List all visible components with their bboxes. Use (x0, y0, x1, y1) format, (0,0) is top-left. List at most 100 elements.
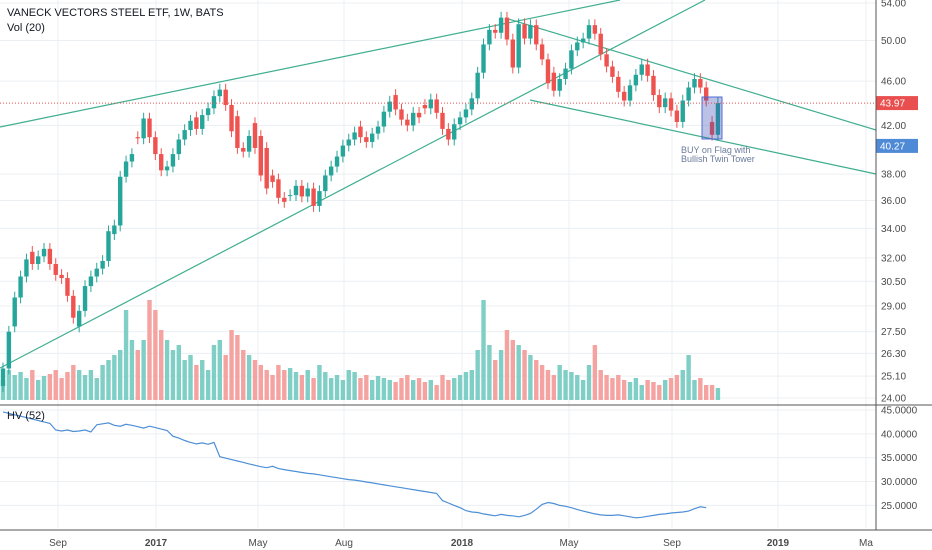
last-price-tag: 43.97 (876, 96, 918, 111)
volume-bar (686, 355, 691, 400)
candle-body (545, 59, 551, 84)
candle-body (65, 278, 70, 296)
price-tick-label: 30.50 (881, 277, 906, 288)
candle-body (317, 191, 322, 206)
candle-body (35, 256, 41, 264)
candle-body (0, 368, 6, 386)
volume-bar (662, 380, 668, 400)
volume-bar (229, 330, 234, 400)
volume-bar (604, 375, 609, 400)
candle-body (352, 132, 357, 140)
hv-tick-label: 30.0000 (881, 477, 918, 488)
price-tick-label: 36.00 (881, 196, 906, 207)
volume-bar (405, 375, 410, 400)
candle-body (457, 117, 463, 125)
volume-bar (504, 330, 510, 400)
volume-bar (651, 382, 656, 400)
volume-bar (516, 345, 521, 400)
volume-bar (522, 350, 527, 400)
candle-body (334, 156, 340, 167)
candle-body (668, 98, 674, 111)
candle-body (516, 24, 521, 68)
volume-bar (123, 310, 129, 400)
candle-body (369, 133, 375, 142)
volume-bar (657, 385, 662, 400)
candle-body (88, 276, 94, 287)
volume-bar (88, 370, 94, 400)
price-tick-label: 34.00 (881, 224, 906, 235)
price-tick-label: 42.00 (881, 121, 906, 132)
candle-body (387, 101, 392, 112)
volume-bar (6, 370, 12, 400)
price-tick-label: 24.00 (881, 394, 906, 405)
candle-body (170, 154, 176, 167)
trend-line (0, 0, 621, 128)
candle-body (411, 112, 416, 126)
time-tick-label: Ma (859, 538, 873, 549)
volume-bar (498, 350, 504, 400)
candle-body (416, 112, 422, 118)
candle-body (563, 68, 568, 79)
volume-bar (252, 360, 258, 400)
volume-bar (364, 375, 369, 400)
volume-bar (545, 370, 551, 400)
price-tick-label: 32.00 (881, 253, 906, 264)
hv-tick-label: 45.0000 (881, 406, 918, 417)
volume-bar (440, 375, 445, 400)
candle-body (24, 259, 29, 277)
volume-bar (24, 378, 29, 400)
volume-bar (340, 380, 346, 400)
volume-bar (270, 375, 275, 400)
candle-body (592, 25, 598, 34)
trend-lines (0, 0, 877, 369)
trend-line (529, 99, 877, 175)
price-tag-label: 43.97 (880, 99, 905, 110)
candle-body (188, 120, 193, 131)
volume-bar (112, 355, 117, 400)
candle-body (346, 139, 351, 146)
volume-bar (18, 372, 23, 400)
volume-bar (205, 370, 211, 400)
volume-bar (539, 365, 545, 400)
candle-body (135, 137, 140, 139)
candle-body (129, 154, 135, 162)
candle-body (235, 116, 240, 148)
candle-body (323, 175, 328, 192)
volume-bar (575, 375, 580, 400)
trend-line (504, 17, 877, 131)
volume-bar (580, 380, 586, 400)
candle-body (434, 99, 439, 113)
volume-bar (59, 378, 64, 400)
time-tick-label: Sep (663, 538, 681, 549)
candle-body (223, 89, 228, 105)
candlesticks (0, 11, 721, 392)
volume-bar (551, 375, 557, 400)
volume-bar (317, 365, 322, 400)
candle-body (299, 185, 305, 197)
candle-body (328, 166, 334, 176)
candle-body (12, 297, 17, 327)
candle-body (71, 295, 76, 318)
time-tick-label: 2019 (767, 538, 790, 549)
volume-bar (557, 365, 562, 400)
chart-title: VANECK VECTORS STEEL ETF, 1W, BATS (7, 7, 224, 19)
candle-body (100, 260, 105, 269)
candle-body (381, 111, 387, 127)
volume-bar (12, 375, 17, 400)
volume-bar (293, 372, 299, 400)
volume-bar (434, 385, 439, 400)
volume-bar (71, 365, 76, 400)
volume-bar (481, 300, 486, 400)
volume-bar (487, 345, 492, 400)
candle-body (686, 87, 691, 101)
volume-bar (399, 378, 404, 400)
volume-bar (35, 380, 41, 400)
candle-body (504, 17, 510, 40)
candle-body (194, 117, 199, 129)
candle-body (657, 95, 662, 108)
volume-bar (129, 340, 135, 400)
candle-body (452, 124, 457, 140)
trend-line (0, 0, 706, 369)
time-axis: Sep 2017 May Aug 2018 May Sep 2019 Ma (49, 538, 873, 549)
hv-tick-label: 40.0000 (881, 429, 918, 440)
